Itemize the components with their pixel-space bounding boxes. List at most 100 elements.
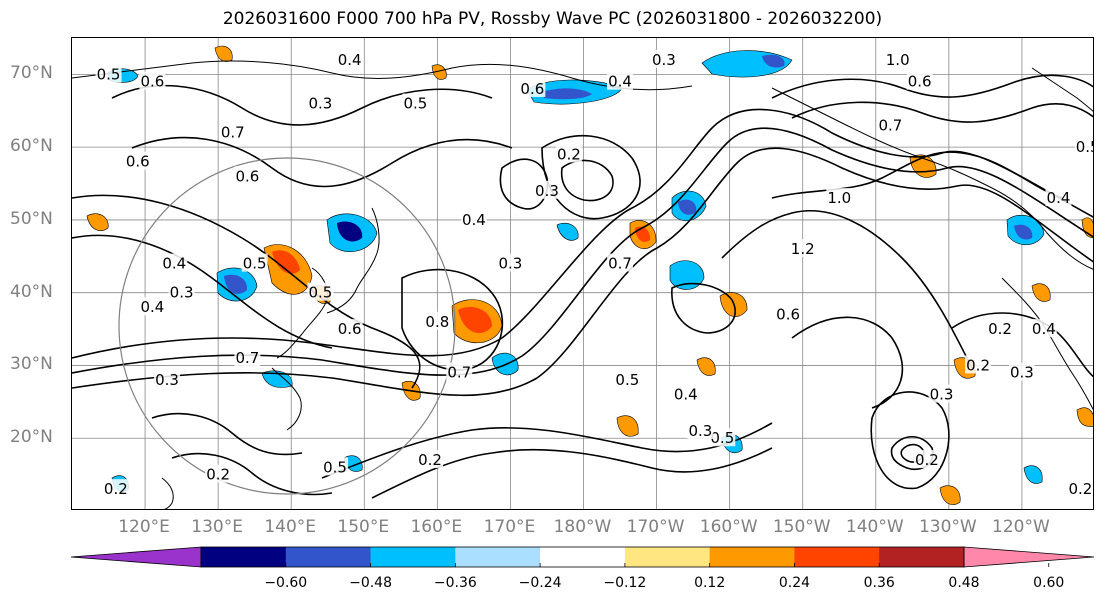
anomaly-positive-strong: [272, 250, 300, 274]
contour-label-bg: [789, 239, 816, 258]
contour-label: 0.7: [608, 255, 632, 273]
map-canvas: 0.4 0.5 0.6 0.3 0.5 0.6 0.4 0.3 0.7 0.6 0.6 0.2 0.3 1…: [72, 38, 1093, 509]
contour-label-bg: [241, 253, 268, 272]
contour-label: 0.8: [425, 313, 449, 331]
longitude-label: 140°E: [264, 517, 317, 537]
contour-label: 0.3: [155, 371, 179, 389]
anomaly-negative-strong: [678, 199, 697, 215]
latitude-label: 40°N: [10, 281, 53, 302]
contour-label-bg: [460, 209, 487, 228]
contour-label-bg: [322, 457, 349, 476]
contour-label-bg: [1045, 188, 1072, 207]
anomaly-positive: [431, 64, 447, 80]
contour-label-bg: [884, 49, 911, 68]
contour-label: 0.2: [1068, 480, 1092, 498]
contour-label-bg: [205, 464, 232, 483]
anomaly-positive-strong: [458, 306, 492, 334]
contour-label-bg: [650, 49, 677, 68]
contour-label-bg: [307, 93, 334, 112]
contour-label-bg: [424, 311, 451, 330]
anomaly-negative-strong: [762, 54, 785, 68]
latitude-label: 50°N: [10, 208, 53, 229]
graticule: [72, 38, 1093, 509]
contour-label: 0.6: [520, 80, 544, 98]
colorbar-segment: [201, 547, 287, 567]
anomaly-negative: [1023, 465, 1043, 484]
anomaly-negative-strong: [224, 274, 248, 294]
anomaly-positive: [696, 357, 716, 376]
contour-label-bg: [168, 282, 195, 301]
contour-label: 0.5: [710, 429, 734, 447]
contour-label: 0.3: [309, 94, 333, 112]
contour-label-bg: [417, 450, 444, 469]
contour-label-bg: [402, 93, 429, 112]
contour-label-bg: [497, 253, 524, 272]
contour-label: 0.2: [104, 480, 128, 498]
contour-label: 0.3: [498, 255, 522, 273]
longitude-label: 130°W: [918, 517, 977, 537]
contour-label: 1.0: [827, 189, 851, 207]
contour-label-bg: [607, 71, 634, 90]
contour-label: 0.6: [908, 73, 932, 91]
colorbar-tick-label: −0.36: [433, 575, 477, 591]
contour-label: 0.7: [235, 349, 259, 367]
longitude-label: 150°W: [772, 517, 831, 537]
colorbar-segment: [709, 547, 795, 567]
contour-label-bg: [775, 304, 802, 323]
contour-label: 0.4: [140, 298, 164, 316]
latitude-label: 60°N: [10, 136, 53, 157]
contour-label: 0.7: [221, 124, 245, 142]
contour-label: 0.6: [338, 320, 362, 338]
anomaly-negative-strong: [542, 88, 592, 100]
contour-label-bg: [519, 78, 546, 97]
anomaly-positive: [616, 415, 639, 437]
contour-label: 0.2: [557, 145, 581, 163]
colorbar-tick-label: 0.12: [694, 575, 726, 591]
contour-label-bg: [1067, 479, 1093, 498]
longitude-label: 170°W: [626, 517, 685, 537]
page-title: 2026031600 F000 700 hPa PV, Rossby Wave …: [222, 9, 883, 29]
contour-label-bg: [234, 166, 261, 185]
contour-label-bg: [913, 450, 940, 469]
colorbar-tick-label: 0.36: [863, 575, 895, 591]
contour-label-bg: [687, 420, 714, 439]
contour-label-bg: [555, 144, 582, 163]
colorbar-tick-label: 0.24: [778, 575, 811, 591]
anomaly-positive: [1031, 283, 1051, 302]
contour-label-bg: [153, 370, 180, 389]
contour-label: 0.2: [915, 451, 939, 469]
colorbar-outline: [200, 546, 965, 568]
contour-label: 0.7: [447, 364, 471, 382]
contour-label-bg: [607, 253, 634, 272]
colorbar-segment: [285, 547, 372, 567]
colorbar-tick-label: 0.60: [1033, 575, 1065, 591]
colorbar-segment: [540, 547, 626, 567]
contour-label-bg: [928, 384, 955, 403]
anomaly-negative: [556, 222, 579, 241]
contour-label: 0.5: [615, 371, 639, 389]
anomaly-negative-core: [337, 221, 363, 242]
contour-label-bg: [1030, 319, 1057, 338]
colorbar-segment: [794, 547, 880, 567]
contour-label-bg: [906, 71, 933, 90]
contour-label: 0.7: [878, 116, 902, 134]
contour-label: 0.2: [206, 466, 230, 484]
latitude-label: 30°N: [10, 354, 53, 375]
contour-label: 0.6: [235, 167, 259, 185]
contour-labels: 0.4 0.5 0.6 0.3 0.5 0.6 0.4 0.3 0.7 0.6 0.6 0.2 0.3 1…: [95, 49, 1093, 498]
contour-label: 0.4: [674, 386, 698, 404]
contour-label: 0.6: [126, 153, 150, 171]
contour-label-bg: [139, 71, 166, 90]
longitude-label: 120°E: [118, 517, 170, 537]
longitude-label: 120°W: [992, 517, 1050, 537]
anomaly-positive: [1081, 217, 1093, 239]
contour-label-bg: [1008, 362, 1035, 381]
contour-label: 0.4: [1047, 189, 1071, 207]
contour-label-bg: [336, 49, 363, 68]
contour-label-bg: [533, 180, 560, 199]
contour-label: 0.3: [1010, 364, 1034, 382]
anomaly-positive: [86, 213, 109, 231]
contour-label: 0.5: [97, 65, 121, 83]
wave-packet-ring: [118, 157, 456, 495]
pv-contours: [72, 74, 1093, 499]
